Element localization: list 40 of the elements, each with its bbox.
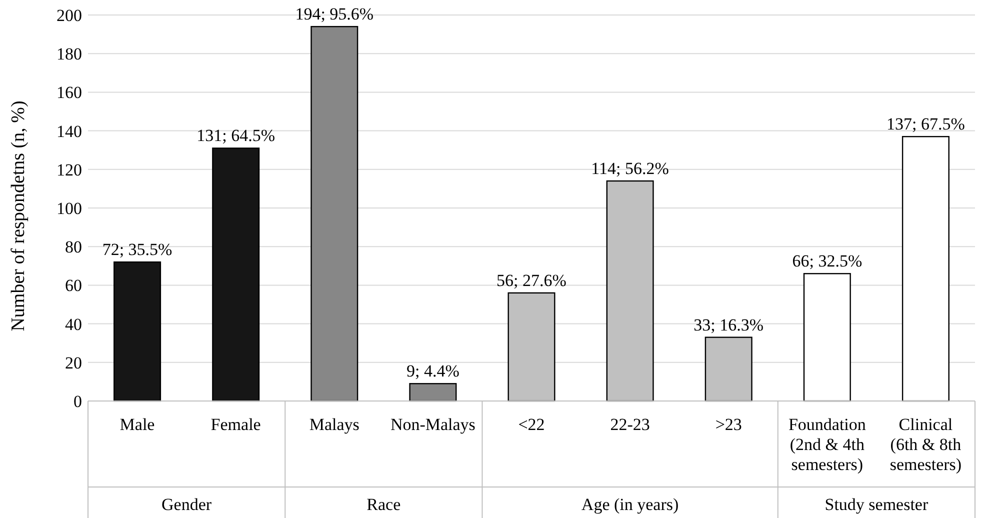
data-label: 131; 64.5% bbox=[196, 126, 276, 146]
data-label: 72; 35.5% bbox=[102, 240, 172, 260]
data-label: 56; 27.6% bbox=[496, 270, 566, 290]
y-tick-label: 200 bbox=[56, 6, 82, 25]
bar bbox=[409, 383, 457, 402]
y-tick-label: 0 bbox=[74, 392, 82, 411]
x-tick-label: Non-Malays bbox=[390, 415, 476, 434]
x-tick-label: 22-23 bbox=[610, 415, 650, 434]
x-tick-label: Female bbox=[210, 415, 261, 434]
y-tick-label: 20 bbox=[65, 353, 82, 372]
text: Age (in years) bbox=[581, 495, 679, 514]
y-tick-label: 80 bbox=[65, 238, 82, 257]
bar bbox=[212, 148, 260, 402]
y-tick-label: 60 bbox=[65, 276, 82, 296]
x-tick-label: Foundation (2nd & 4th semesters) bbox=[788, 415, 866, 474]
bar bbox=[114, 261, 162, 402]
bar bbox=[310, 26, 358, 402]
text: Race bbox=[366, 495, 401, 514]
y-tick-label: 140 bbox=[56, 122, 82, 141]
y-tick-label: 180 bbox=[56, 44, 82, 64]
bar bbox=[902, 136, 950, 402]
y-tick-label: 100 bbox=[56, 198, 82, 218]
x-tick-label: Malays bbox=[309, 415, 360, 434]
x-tick-label: <22 bbox=[518, 415, 545, 434]
y-tick-label: 40 bbox=[65, 314, 82, 334]
text: Gender bbox=[162, 495, 212, 514]
data-label: 9; 4.4% bbox=[406, 362, 460, 381]
x-tick-label: >23 bbox=[715, 415, 742, 434]
text: Study semester bbox=[824, 495, 928, 514]
y-tick-label: 120 bbox=[56, 160, 82, 180]
y-axis-title: Number of respondetns (n, %) bbox=[8, 100, 29, 332]
data-label: 114; 56.2% bbox=[591, 158, 669, 178]
data-label: 33; 16.3% bbox=[694, 315, 764, 334]
data-label: 66; 32.5% bbox=[792, 252, 862, 271]
x-tick-label: Clinical (6th & 8th semesters) bbox=[890, 415, 962, 474]
bar bbox=[803, 273, 851, 402]
y-tick-label: 160 bbox=[56, 83, 82, 102]
x-tick-label: Male bbox=[120, 415, 155, 434]
data-label: 137; 67.5% bbox=[886, 114, 965, 134]
data-label: 194; 95.6% bbox=[295, 4, 374, 24]
